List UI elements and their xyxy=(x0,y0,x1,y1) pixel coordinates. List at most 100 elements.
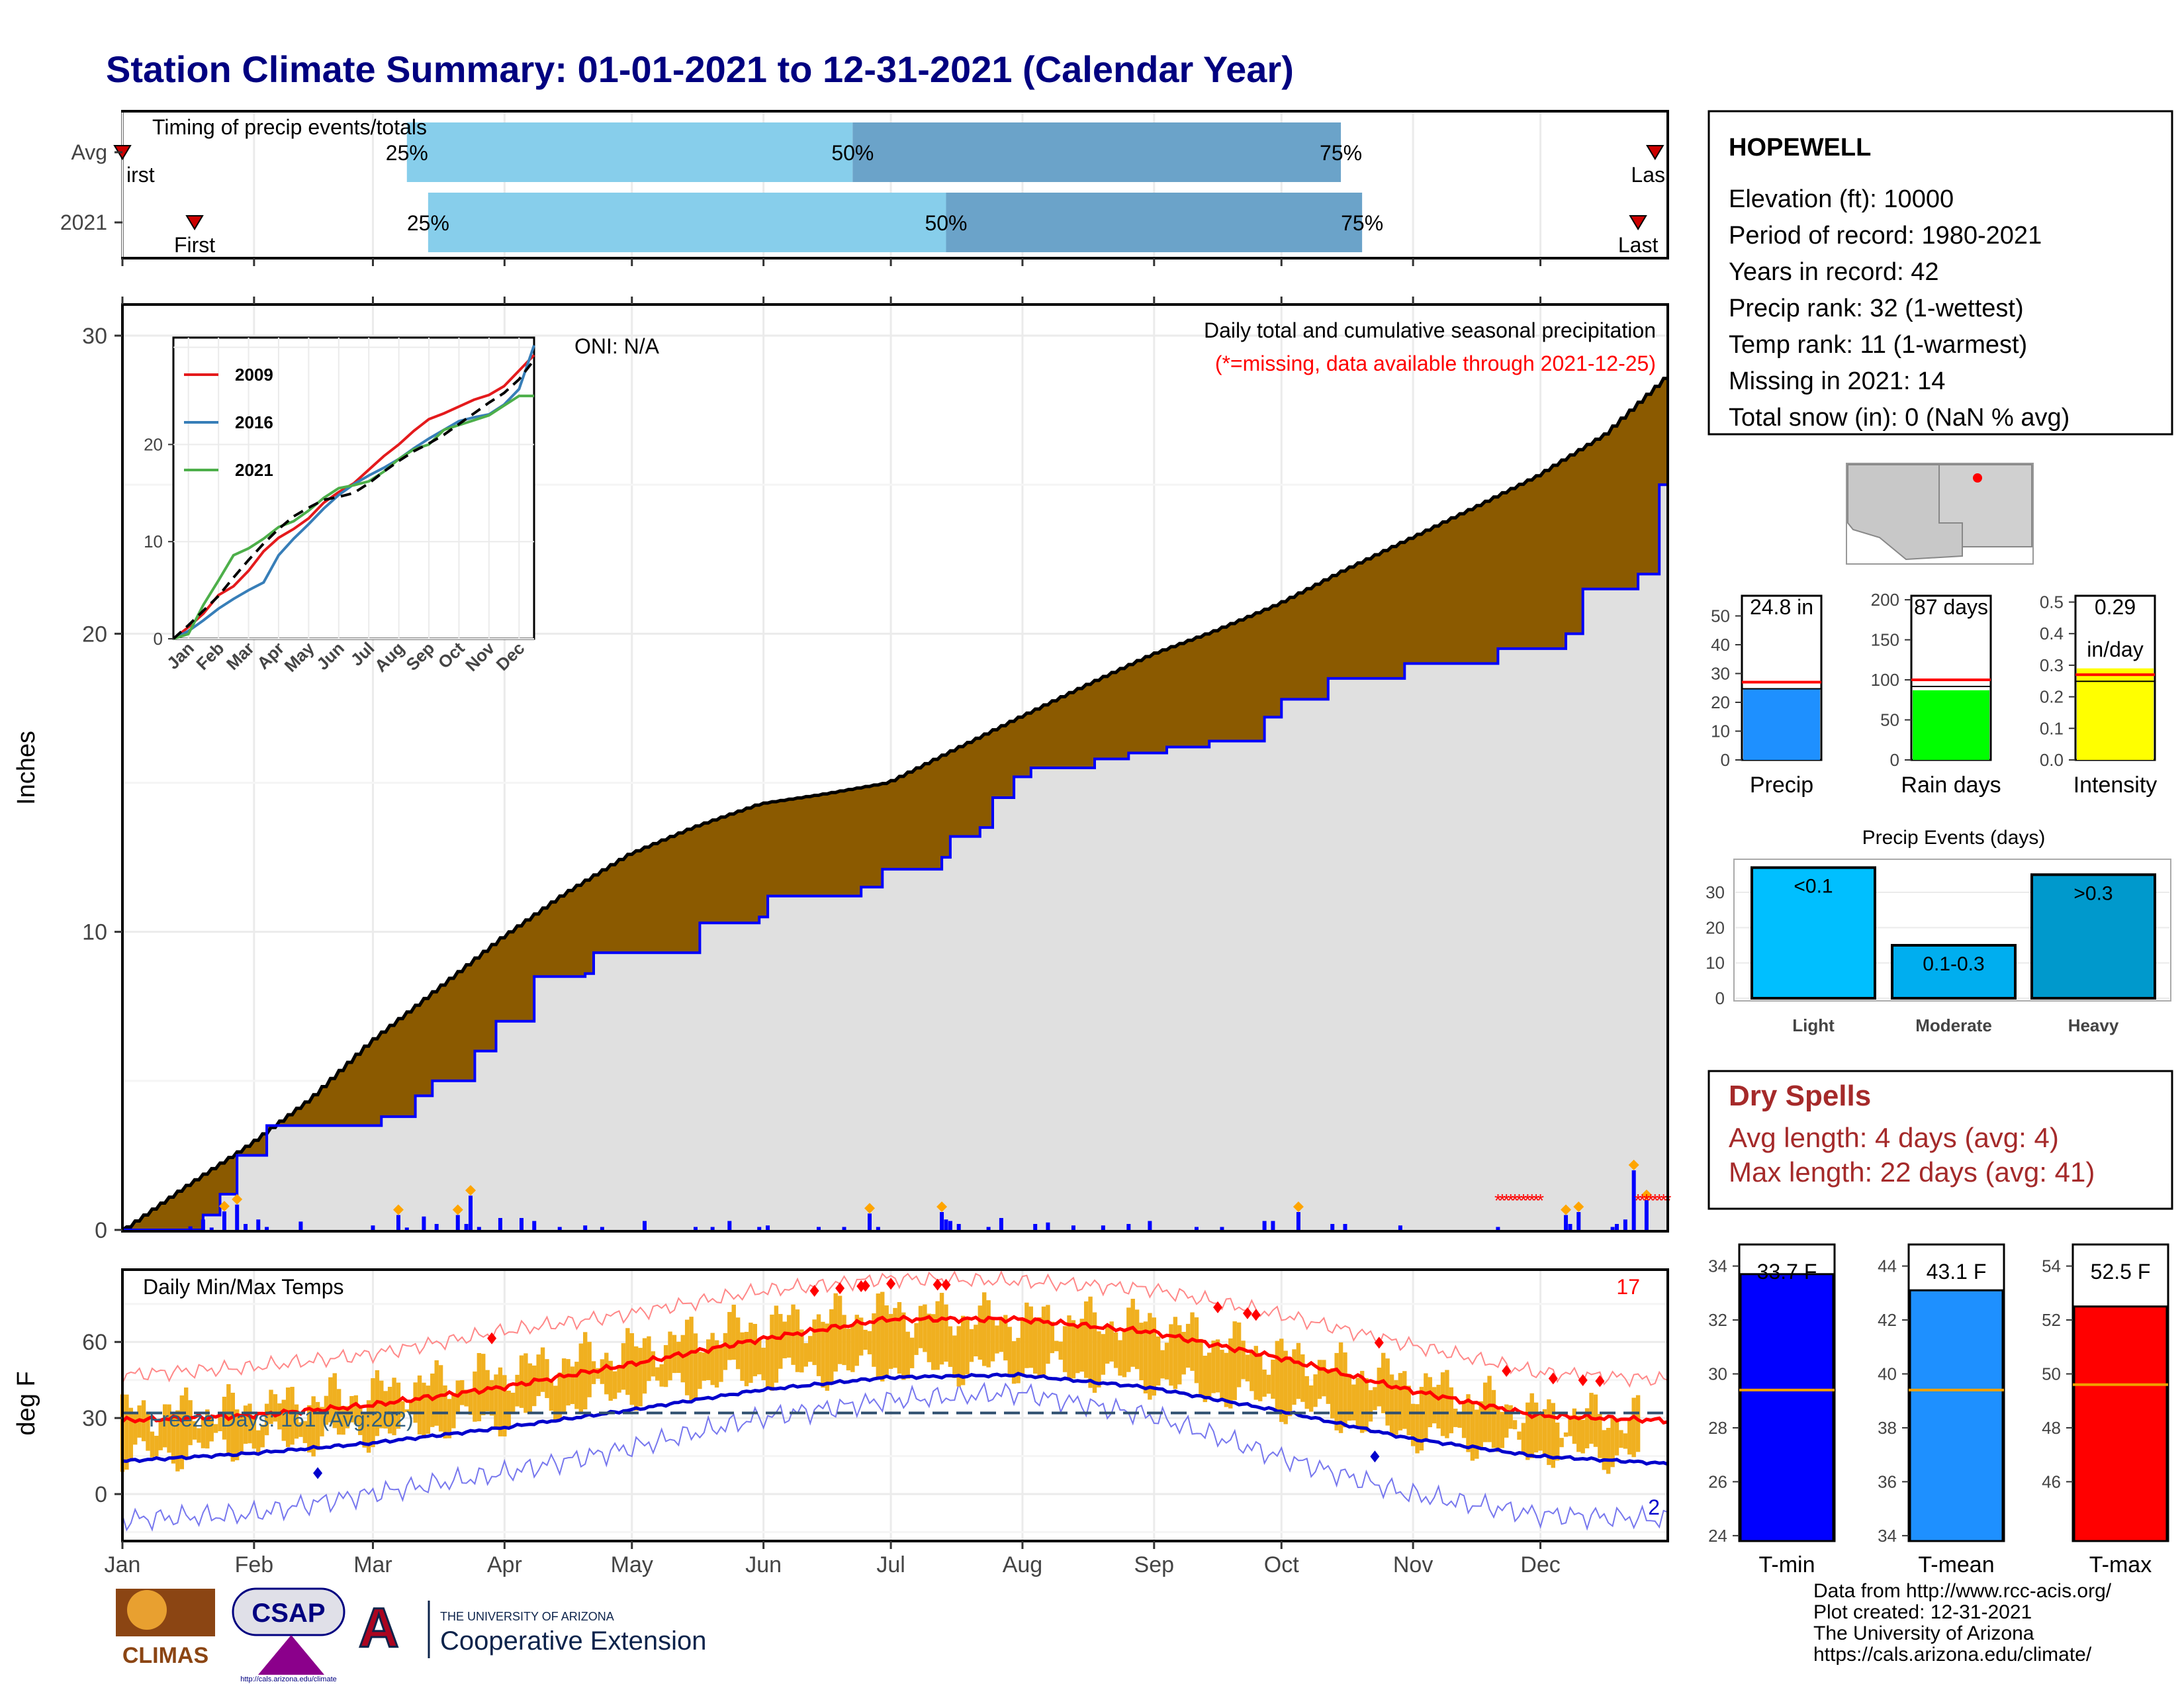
daily-temp-bar xyxy=(1206,1352,1212,1399)
daily-precip-bar xyxy=(956,1223,961,1230)
temp-x-tick-label: Jun xyxy=(745,1552,782,1577)
daily-temp-bar xyxy=(409,1401,414,1412)
daily-temp-bar xyxy=(179,1395,185,1470)
daily-temp-bar xyxy=(1203,1355,1207,1403)
daily-temp-bar xyxy=(235,1409,240,1460)
first-event-marker xyxy=(185,215,204,230)
daily-temp-bar xyxy=(808,1336,813,1362)
daily-temp-bar xyxy=(527,1363,533,1414)
daily-temp-bar xyxy=(969,1329,974,1362)
precip-event-marker xyxy=(1573,1201,1584,1212)
daily-temp-bar xyxy=(1449,1387,1454,1434)
daily-temp-bar xyxy=(647,1336,651,1382)
ua-a-mark: A xyxy=(359,1597,399,1659)
record-lows-count: 2 xyxy=(1648,1495,1660,1519)
daily-temp-bar xyxy=(506,1390,511,1427)
daily-temp-bar xyxy=(1406,1385,1411,1436)
daily-temp-bar xyxy=(1024,1302,1029,1368)
precip-event-marker xyxy=(1561,1204,1572,1215)
daily-precip-bar xyxy=(1101,1225,1105,1230)
temp-x-tick-label: Mar xyxy=(353,1552,392,1577)
daily-precip-bar xyxy=(583,1225,588,1230)
daily-precip-bar xyxy=(600,1227,604,1230)
missing-data-mark: * xyxy=(1647,1190,1655,1211)
ua-line1: THE UNIVERSITY OF ARIZONA xyxy=(440,1610,614,1623)
daily-temp-bar xyxy=(821,1321,825,1388)
inset-y-tick-label: 20 xyxy=(144,434,163,454)
daily-precip-bar xyxy=(557,1227,562,1230)
temp-panel-frame xyxy=(121,1268,1669,1542)
events-x-label: Moderate xyxy=(1915,1015,1992,1035)
dry-spells-title: Dry Spells xyxy=(1729,1080,1871,1112)
daily-temp-bar xyxy=(1627,1417,1632,1455)
precip-panel-frame xyxy=(121,303,1669,1233)
record-low-marker xyxy=(313,1467,323,1479)
inset-y-tick-label: 0 xyxy=(154,629,163,649)
daily-precip-bar xyxy=(404,1227,409,1230)
daily-temp-bar xyxy=(566,1359,570,1406)
events-bar xyxy=(1751,866,1876,1000)
daily-temp-bar xyxy=(816,1314,821,1376)
csap-logo-text: CSAP xyxy=(251,1599,325,1628)
daily-temp-bar xyxy=(549,1379,554,1411)
record-high-marker xyxy=(933,1278,942,1291)
temp-title: Daily Min/Max Temps xyxy=(143,1275,343,1299)
events-bar-label: >0.3 xyxy=(2073,882,2113,904)
daily-precip-bar xyxy=(1610,1227,1615,1230)
daily-temp-bar xyxy=(1241,1340,1246,1380)
summary-y-tick-label: 50 xyxy=(1880,710,1899,730)
temp-y-tick-label: 60 xyxy=(82,1330,107,1355)
inset-legend-label: 2016 xyxy=(235,412,273,432)
daily-temp-bar xyxy=(1547,1399,1551,1466)
daily-temp-bar xyxy=(281,1399,286,1441)
daily-precip-bar xyxy=(201,1219,205,1230)
daily-temp-bar xyxy=(1046,1305,1050,1364)
daily-temp-bar xyxy=(1181,1332,1186,1375)
summary-y-tick-label: 200 xyxy=(1871,590,1899,610)
events-bar xyxy=(2030,873,2156,1000)
first-event-label: irst xyxy=(126,163,155,187)
station-info-box: HOPEWELL Elevation (ft): 10000 Period of … xyxy=(1707,110,2173,436)
summary-chart: 87 days 0 50 100 150 200 Rain days xyxy=(1871,590,2001,798)
daily-precip-bar xyxy=(999,1217,1003,1230)
daily-temp-bar xyxy=(1287,1356,1293,1417)
temp-box-y-tick-label: 34 xyxy=(1708,1256,1727,1276)
daily-temp-bar xyxy=(1351,1384,1356,1421)
temp-box-x-label: T-mean xyxy=(1918,1552,1994,1577)
first-event-label: First xyxy=(174,233,215,257)
daily-temp-bar xyxy=(1113,1332,1118,1368)
daily-temp-bar xyxy=(345,1406,350,1429)
daily-temp-bar xyxy=(680,1335,685,1383)
daily-temp-bar xyxy=(693,1333,698,1399)
daily-temp-bar xyxy=(213,1424,218,1433)
daily-temp-bar xyxy=(510,1392,516,1414)
daily-temp-bar xyxy=(1083,1301,1089,1378)
daily-temp-bar xyxy=(260,1425,265,1448)
record-min-line xyxy=(122,1382,1668,1532)
dry-spells-avg: Avg length: 4 days (avg: 4) xyxy=(1729,1122,2059,1153)
daily-precip-bar xyxy=(1576,1211,1581,1230)
daily-temp-bar xyxy=(633,1346,639,1411)
events-x-label: Light xyxy=(1792,1015,1835,1035)
daily-temp-bar xyxy=(1215,1339,1220,1393)
daily-temp-bar xyxy=(1236,1322,1242,1387)
daily-temp-bar xyxy=(1275,1340,1280,1411)
daily-temp-bar xyxy=(1173,1317,1178,1389)
daily-temp-bar xyxy=(1097,1331,1101,1387)
daily-precip-bar xyxy=(1194,1227,1199,1230)
daily-temp-bar xyxy=(833,1293,838,1372)
daily-temp-bar xyxy=(438,1365,443,1432)
temp-box-y-tick-label: 50 xyxy=(2042,1364,2061,1383)
avg-min-line xyxy=(122,1372,1668,1466)
daily-temp-bar xyxy=(1619,1430,1623,1448)
daily-temp-bar xyxy=(1525,1402,1530,1460)
daily-precip-bar xyxy=(1126,1223,1131,1230)
daily-precip-bar xyxy=(1296,1211,1300,1230)
missing-data-marks: *********** ******** xyxy=(1494,1190,1672,1211)
daily-temp-bar xyxy=(1555,1423,1560,1461)
daily-temp-bar xyxy=(1300,1354,1305,1402)
daily-temp-bar xyxy=(901,1312,906,1380)
summary-bar-charts: 24.8 in 0 10 20 30 40 50 Precip 87 days 0 50 100 150… xyxy=(1711,590,2157,798)
record-high-marker xyxy=(1251,1309,1261,1321)
station-location-dot xyxy=(1973,473,1982,483)
